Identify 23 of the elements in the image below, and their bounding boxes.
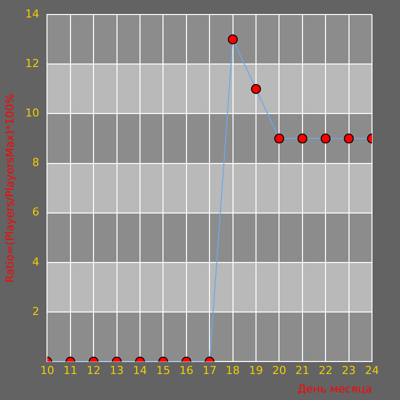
y-tick-label: 8 [32, 156, 40, 170]
y-tick-label: 12 [25, 57, 40, 70]
x-axis-title: День месяца [298, 382, 372, 396]
x-tick-label: 22 [318, 364, 333, 378]
x-tick-label: 15 [156, 364, 170, 378]
x-tick-label: 16 [179, 364, 194, 378]
y-tick-label: 10 [25, 106, 40, 120]
y-axis-title: Ratio=(Players/PlayersMax)*100% [3, 93, 16, 283]
x-tick-label: 14 [133, 364, 147, 378]
x-tick-label: 23 [342, 364, 356, 378]
x-tick-label: 24 [365, 364, 379, 378]
x-tick-label: 20 [272, 364, 286, 378]
x-tick-label: 21 [295, 364, 310, 378]
x-tick-label: 12 [86, 364, 101, 378]
x-tick-label: 13 [110, 364, 124, 378]
y-tick-label: 2 [32, 304, 40, 318]
x-tick-label: 19 [249, 364, 263, 378]
x-tick-label: 17 [202, 364, 217, 378]
x-tick-label: 18 [226, 364, 240, 378]
y-tick-label: 6 [32, 206, 40, 219]
y-tick-label: 4 [32, 255, 40, 268]
x-tick-label: 11 [63, 364, 78, 378]
y-tick-label: 14 [25, 7, 40, 20]
